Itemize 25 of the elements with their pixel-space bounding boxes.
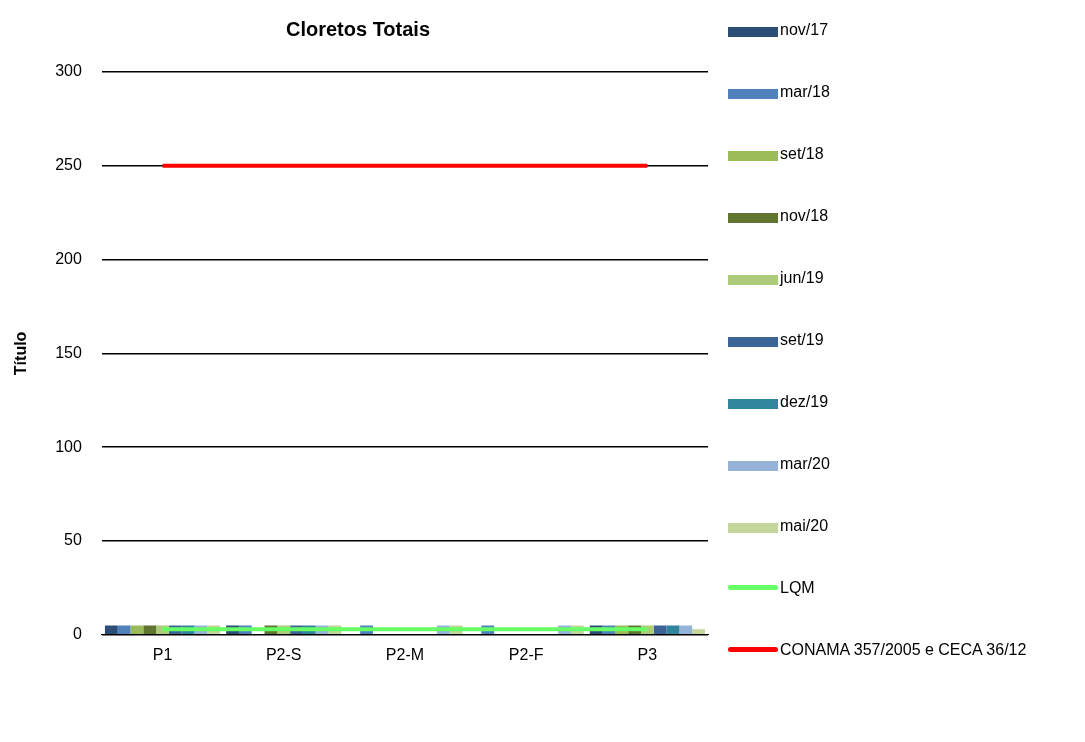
legend-label: nov/18 [780,206,829,226]
legend-label: jun/19 [780,268,824,288]
y-tick-label: 100 [55,437,82,455]
y-tick-label: 0 [72,625,82,643]
y-tick-label: 150 [55,343,82,361]
x-tick-label: P2-F [508,645,544,663]
legend-label: mai/20 [780,516,829,536]
legend-label: mar/20 [780,454,830,474]
x-tick-label: P2-M [385,645,425,663]
x-tick-label: P2-S [265,645,302,663]
y-axis-title: Título [12,331,30,376]
y-tick-label: 50 [64,531,82,549]
legend-label: set/18 [780,144,824,164]
legend-label: LQM [780,578,815,598]
legend-label: set/19 [780,330,824,350]
chart-title: Cloretos Totais [285,17,431,40]
x-tick-label: P3 [637,645,658,663]
y-tick-label: 250 [55,156,82,174]
x-tick-label: P1 [152,645,173,663]
legend-label: CONAMA 357/2005 e CECA 36/12 [780,640,1027,660]
y-tick-label: 200 [55,250,82,268]
y-tick-label: 300 [55,62,82,80]
legend-label: dez/19 [780,392,829,412]
legend-label: mar/18 [780,82,830,102]
legend-label: nov/17 [780,20,829,40]
